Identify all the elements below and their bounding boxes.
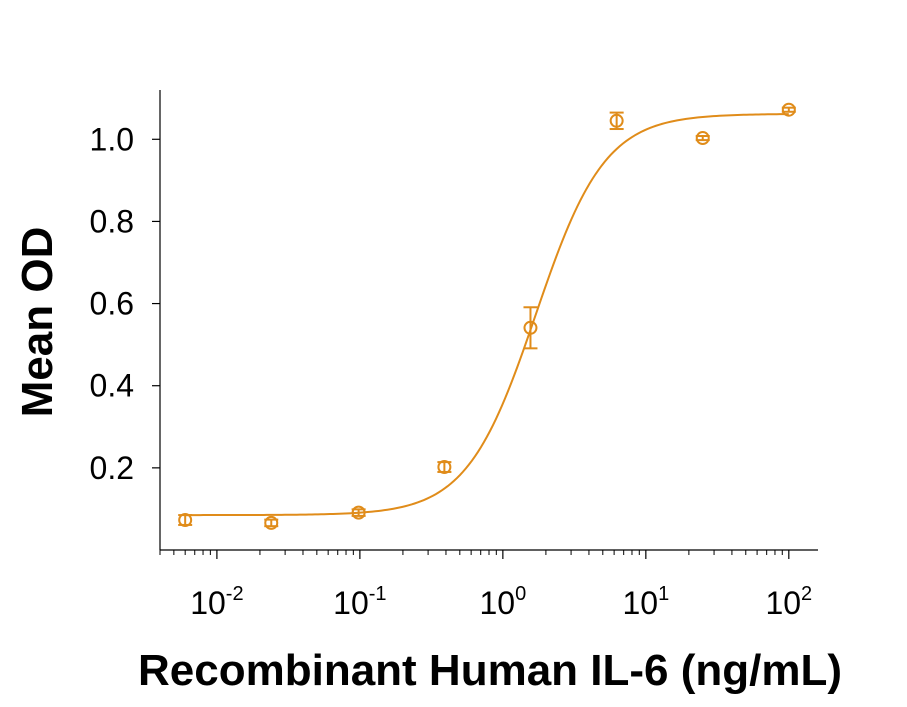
y-axis-title: Mean OD bbox=[13, 227, 62, 418]
data-point bbox=[781, 102, 796, 117]
data-point bbox=[264, 515, 279, 530]
axes: 0.2 0.4 0.6 0.8 1.0 10-2 10-1 100 101 102 bbox=[90, 90, 818, 621]
y-tick-label: 0.4 bbox=[90, 368, 134, 404]
x-tick-label: 102 bbox=[765, 583, 812, 621]
y-tick-label: 0.8 bbox=[90, 203, 134, 239]
x-tick-label: 101 bbox=[622, 583, 669, 621]
data-point bbox=[178, 513, 193, 528]
y-tick-label: 1.0 bbox=[90, 121, 134, 157]
x-axis-title: Recombinant Human IL-6 (ng/mL) bbox=[138, 646, 842, 695]
y-tick-label: 0.2 bbox=[90, 450, 134, 486]
x-tick-label: 10-2 bbox=[190, 583, 243, 621]
y-tick-label: 0.6 bbox=[90, 286, 134, 322]
data-point bbox=[523, 320, 538, 335]
x-tick-label: 10-1 bbox=[333, 583, 386, 621]
x-tick-label: 100 bbox=[479, 583, 526, 621]
data-point bbox=[437, 460, 452, 475]
data-point bbox=[695, 131, 710, 146]
data-point bbox=[609, 113, 624, 128]
data-point bbox=[351, 505, 366, 520]
fit-curve bbox=[185, 113, 789, 517]
plot-area bbox=[178, 102, 796, 530]
